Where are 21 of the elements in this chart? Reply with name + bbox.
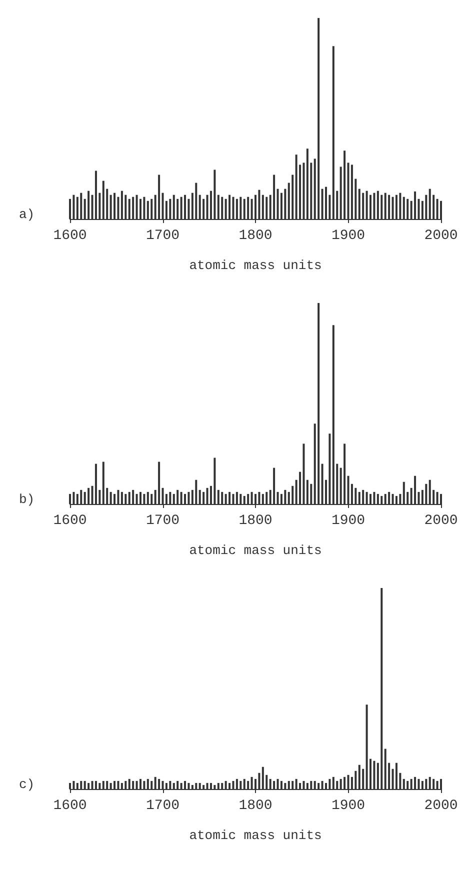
x-tick-label: 1600 bbox=[53, 228, 87, 244]
text: c) bbox=[19, 777, 35, 792]
x-axis-title: atomic mass units bbox=[189, 828, 322, 843]
text: a) bbox=[19, 207, 35, 222]
x-tick-label: 2000 bbox=[424, 228, 458, 244]
x-tick-label: 1900 bbox=[331, 228, 366, 244]
x-axis-title: atomic mass units bbox=[189, 543, 322, 558]
x-tick-label: 1900 bbox=[331, 513, 366, 529]
x-tick-label: 1700 bbox=[146, 513, 180, 529]
x-tick-label: 1800 bbox=[238, 513, 272, 529]
x-tick-label: 1800 bbox=[238, 798, 272, 814]
x-tick-label: 2000 bbox=[424, 513, 458, 529]
x-tick-label: 1800 bbox=[238, 228, 272, 244]
text: b) bbox=[19, 492, 35, 507]
x-tick-label: 1700 bbox=[146, 228, 180, 244]
x-tick-label: 1900 bbox=[331, 798, 366, 814]
x-tick-label: 1600 bbox=[53, 798, 87, 814]
x-tick-label: 2000 bbox=[424, 798, 458, 814]
x-axis-title: atomic mass units bbox=[189, 258, 322, 273]
x-tick-label: 1700 bbox=[146, 798, 180, 814]
x-tick-label: 1600 bbox=[53, 513, 87, 529]
